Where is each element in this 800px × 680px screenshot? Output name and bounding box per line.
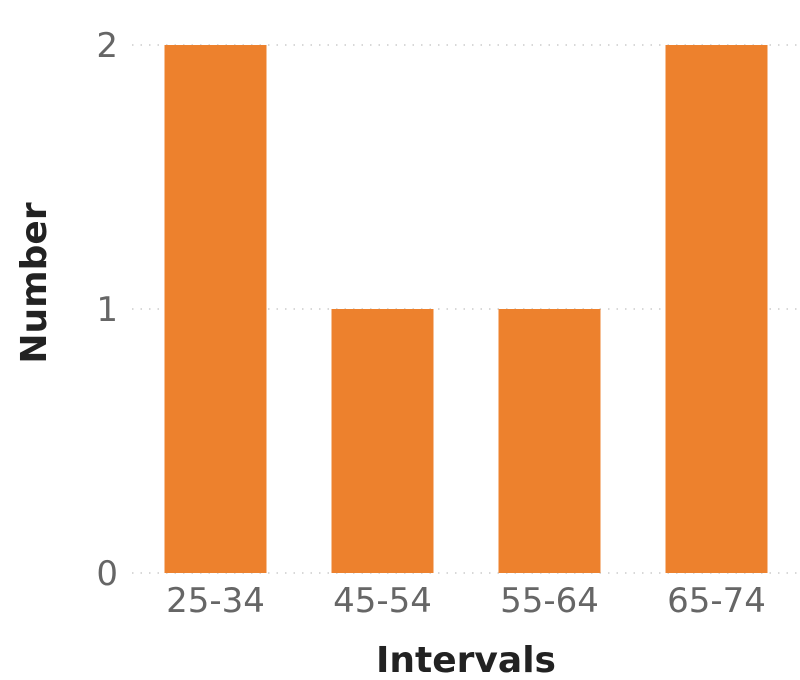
bar-25-34: [164, 45, 267, 573]
x-tick-label-25-34: 25-34: [166, 581, 265, 621]
y-tick-label-0: 0: [96, 554, 118, 594]
y-tick-label-2: 2: [96, 26, 118, 66]
bar-65-74: [665, 45, 768, 573]
y-axis-title: Number: [14, 202, 55, 363]
x-axis-title: Intervals: [376, 640, 556, 680]
y-axis-ticks: 0 1 2: [96, 26, 118, 594]
x-tick-label-65-74: 65-74: [667, 581, 766, 621]
x-tick-label-45-54: 45-54: [333, 581, 432, 621]
bar-45-54: [331, 309, 434, 573]
bar-55-64: [498, 309, 601, 573]
bars: [164, 45, 768, 573]
y-tick-label-1: 1: [96, 290, 118, 330]
x-axis-ticks: 25-34 45-54 55-64 65-74: [166, 581, 766, 621]
x-tick-label-55-64: 55-64: [500, 581, 599, 621]
